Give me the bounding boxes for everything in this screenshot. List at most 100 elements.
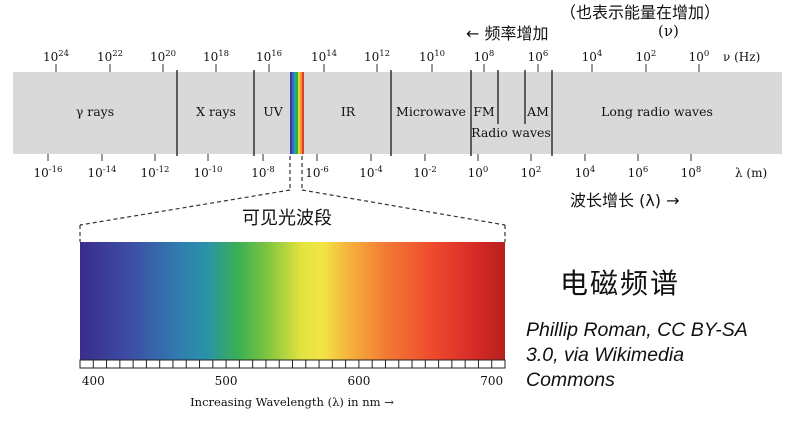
visible-tick-label-400: 400 <box>82 374 105 388</box>
band-label-long-radio: Long radio waves <box>601 104 713 119</box>
energy-increase-note: （也表示能量在增加） <box>560 3 720 22</box>
wavelength-tick-exp: -4 <box>375 165 383 175</box>
wavelength-tick-exp: -8 <box>267 165 275 175</box>
wavelength-tick-base: 10 <box>628 166 643 180</box>
frequency-tick-exp: 22 <box>112 49 123 59</box>
wavelength-axis-label: λ (m) <box>735 166 767 180</box>
band-label-xray: X rays <box>196 104 236 119</box>
frequency-tick-exp: 12 <box>379 49 390 59</box>
wavelength-tick-exp: -2 <box>429 165 437 175</box>
zoom-line-right-diag <box>301 189 506 226</box>
frequency-tick-exp: 14 <box>326 49 337 59</box>
wavelength-tick-4: 10-8 <box>251 165 275 180</box>
frequency-tick-base: 10 <box>528 50 543 64</box>
zoom-line-left-diag <box>79 189 291 226</box>
frequency-tick-1: 1022 <box>97 49 123 64</box>
wavelength-tick-2: 10-12 <box>141 165 170 180</box>
band-label-ir: IR <box>341 104 356 119</box>
frequency-tick-exp: 16 <box>271 49 282 59</box>
frequency-tick-exp: 20 <box>165 49 176 59</box>
wavelength-tick-0: 10-16 <box>34 165 63 180</box>
visible-tick-label-600: 600 <box>347 374 370 388</box>
band-label-radio: Radio waves <box>471 125 551 140</box>
visible-spectrum-bar <box>80 242 505 360</box>
wavelength-tick-exp: -6 <box>321 165 329 175</box>
wavelength-tick-labels: 10-16 10-14 10-12 10-10 10-8 10-6 10-4 10-2 100 1… <box>34 154 702 180</box>
frequency-axis-label: ν (Hz) <box>723 50 760 64</box>
wavelength-tick-exp: -10 <box>209 165 223 175</box>
frequency-tick-5: 1014 <box>311 49 337 64</box>
visible-tick-labels: 400 500 600 700 <box>82 374 503 388</box>
frequency-tick-exp: 0 <box>704 49 709 59</box>
frequency-tick-exp: 4 <box>597 49 602 59</box>
wavelength-tick-base: 10 <box>521 166 536 180</box>
frequency-tick-base: 10 <box>364 50 379 64</box>
wavelength-tick-base: 10 <box>359 166 374 180</box>
wavelength-tick-exp: -16 <box>49 165 63 175</box>
frequency-tick-base: 10 <box>311 50 326 64</box>
wavelength-tick-exp: 2 <box>536 165 541 175</box>
frequency-tick-exp: 18 <box>218 49 229 59</box>
wavelength-tick-8: 100 <box>468 165 489 180</box>
band-dividers <box>176 70 553 156</box>
frequency-tick-12: 100 <box>689 49 710 64</box>
visible-tick-label-700: 700 <box>480 374 503 388</box>
frequency-tick-6: 1012 <box>364 49 390 64</box>
wavelength-tick-exp: 0 <box>483 165 488 175</box>
wavelength-tick-base: 10 <box>305 166 320 180</box>
wavelength-tick-9: 102 <box>521 165 542 180</box>
band-label-microwave: Microwave <box>396 104 466 119</box>
frequency-tick-base: 10 <box>689 50 704 64</box>
frequency-tick-base: 10 <box>203 50 218 64</box>
wavelength-tick-base: 10 <box>575 166 590 180</box>
frequency-tick-base: 10 <box>256 50 271 64</box>
frequency-tick-8: 108 <box>474 49 495 64</box>
wavelength-tick-10: 104 <box>575 165 596 180</box>
spectrum-title: 电磁频谱 <box>560 267 681 300</box>
frequency-tick-10: 104 <box>582 49 603 64</box>
wavelength-tick-base: 10 <box>88 166 103 180</box>
frequency-tick-base: 10 <box>474 50 489 64</box>
wavelength-tick-exp: 8 <box>696 165 701 175</box>
wavelength-tick-exp: -12 <box>156 165 170 175</box>
frequency-tick-exp: 10 <box>434 49 445 59</box>
frequency-tick-11: 102 <box>636 49 657 64</box>
wavelength-tick-1: 10-14 <box>88 165 117 180</box>
band-label-am: AM <box>526 104 549 119</box>
band-label-gamma: γ rays <box>76 104 114 119</box>
spectrum-band-strip <box>13 72 782 154</box>
band-label-fm: FM <box>473 104 495 119</box>
wavelength-tick-6: 10-4 <box>359 165 383 180</box>
visible-axis-label: Increasing Wavelength (λ) in nm → <box>190 395 394 409</box>
frequency-tick-3: 1018 <box>203 49 229 64</box>
frequency-tick-base: 10 <box>43 50 58 64</box>
wavelength-tick-base: 10 <box>141 166 156 180</box>
wavelength-increase-label: 波长增长 (λ) → <box>570 191 680 210</box>
wavelength-tick-11: 106 <box>628 165 649 180</box>
frequency-increase-label: ← 频率增加 <box>466 24 549 43</box>
wavelength-tick-exp: 4 <box>590 165 595 175</box>
wavelength-tick-7: 10-2 <box>413 165 437 180</box>
band-label-uv: UV <box>263 104 284 119</box>
nu-symbol: (ν) <box>658 22 679 40</box>
wavelength-tick-12: 108 <box>681 165 702 180</box>
wavelength-tick-base: 10 <box>413 166 428 180</box>
frequency-tick-exp: 2 <box>651 49 656 59</box>
frequency-tick-labels: 1024 1022 1020 1018 1016 1014 1012 1010 108 106 10… <box>43 49 709 72</box>
frequency-tick-2: 1020 <box>150 49 176 64</box>
image-credit: Phillip Roman, CC BY-SA 3.0, via Wikimed… <box>526 319 748 391</box>
frequency-tick-base: 10 <box>97 50 112 64</box>
wavelength-tick-5: 10-6 <box>305 165 329 180</box>
visible-rainbow-strip <box>290 72 304 154</box>
frequency-tick-0: 1024 <box>43 49 69 64</box>
zoom-dashed-lines <box>79 156 506 242</box>
frequency-tick-exp: 8 <box>489 49 494 59</box>
frequency-tick-base: 10 <box>582 50 597 64</box>
visible-minor-ticks <box>79 360 506 368</box>
frequency-tick-9: 106 <box>528 49 549 64</box>
visible-band-label: 可见光波段 <box>242 208 332 229</box>
wavelength-tick-base: 10 <box>194 166 209 180</box>
wavelength-tick-exp: 6 <box>643 165 648 175</box>
frequency-tick-exp: 6 <box>543 49 548 59</box>
